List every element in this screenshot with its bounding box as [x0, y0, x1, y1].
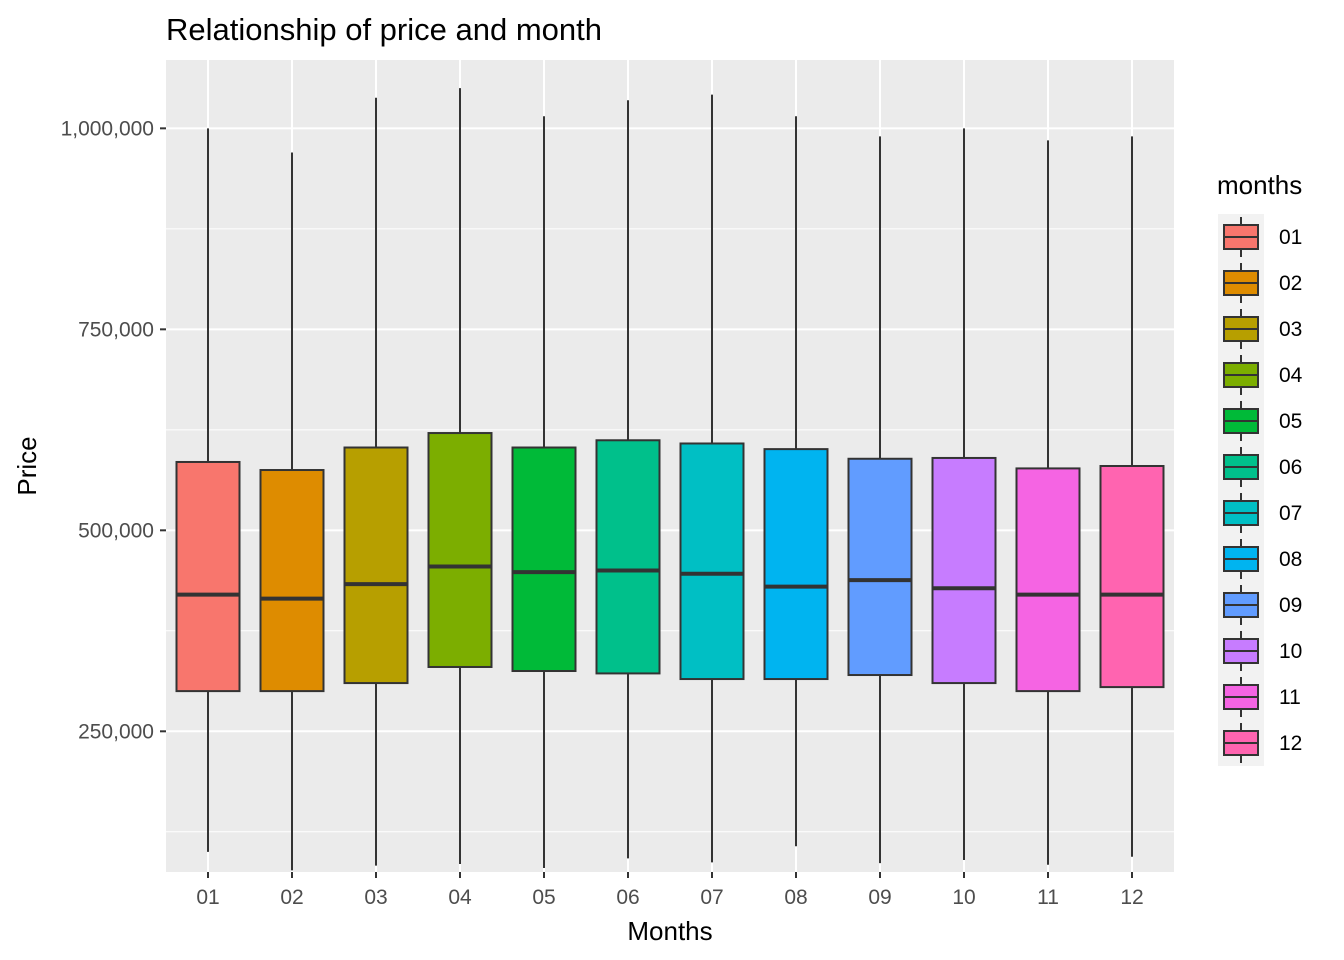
x-tick-label: 01	[196, 886, 219, 909]
legend-key-05: 05	[1218, 398, 1302, 444]
x-tick-label: 10	[952, 886, 975, 909]
x-tick-label: 12	[1120, 886, 1143, 909]
legend-key-03: 03	[1218, 306, 1302, 352]
box-body	[763, 448, 829, 681]
legend-key-06: 06	[1218, 444, 1302, 490]
legend-key-11: 11	[1218, 674, 1301, 720]
legend-label: 10	[1279, 640, 1302, 663]
box-body	[595, 439, 661, 675]
plot-panel	[166, 60, 1174, 872]
legend: months 01 02 03 04 05 06 07 08 09 10 11 12	[1217, 170, 1303, 766]
legend-key-07: 07	[1218, 490, 1302, 536]
box-body	[847, 457, 913, 677]
x-axis: 01 02 03 04 05 06 07 08 09 10 11 12	[196, 872, 1144, 909]
x-axis-title: Months	[627, 916, 712, 946]
box-01	[175, 128, 241, 852]
legend-label: 09	[1279, 594, 1302, 617]
box-11	[1015, 140, 1081, 865]
x-tick-label: 02	[280, 886, 303, 909]
box-series	[175, 88, 1165, 871]
legend-label: 04	[1279, 364, 1303, 387]
x-tick-label: 11	[1037, 886, 1059, 909]
legend-label: 06	[1279, 456, 1302, 479]
y-tick-label: 500,000	[78, 519, 154, 542]
legend-key-12: 12	[1218, 720, 1302, 766]
legend-key-01: 01	[1218, 214, 1302, 260]
legend-label: 03	[1279, 318, 1302, 341]
box-07	[679, 94, 745, 863]
legend-key-02: 02	[1218, 260, 1302, 306]
legend-label: 01	[1279, 226, 1302, 249]
legend-key-09: 09	[1218, 582, 1302, 628]
box-body	[511, 446, 577, 673]
box-05	[511, 116, 577, 868]
minor-gridlines	[166, 228, 1174, 833]
legend-label: 07	[1279, 502, 1302, 525]
legend-key-08: 08	[1218, 536, 1302, 582]
x-tick-label: 09	[868, 886, 891, 909]
y-axis-title: Price	[12, 436, 42, 495]
y-axis: 250,000 500,000 750,000 1,000,000	[61, 117, 166, 743]
legend-key-04: 04	[1218, 352, 1303, 398]
legend-key-10: 10	[1218, 628, 1302, 674]
x-tick-label: 03	[364, 886, 387, 909]
legend-label: 05	[1279, 410, 1302, 433]
y-tick-label: 250,000	[78, 720, 154, 743]
x-tick-label: 07	[700, 886, 723, 909]
box-02	[259, 152, 325, 871]
legend-label: 12	[1279, 732, 1302, 755]
box-body	[931, 456, 997, 685]
box-03	[343, 97, 409, 866]
box-body	[343, 446, 409, 685]
legend-title: months	[1217, 170, 1302, 200]
box-body	[1015, 467, 1081, 693]
x-tick-label: 08	[784, 886, 807, 909]
box-body	[679, 442, 745, 681]
box-09	[847, 136, 913, 864]
legend-label: 08	[1279, 548, 1302, 571]
y-tick-label: 750,000	[78, 318, 154, 341]
x-tick-label: 04	[448, 886, 472, 909]
box-body	[1099, 465, 1165, 689]
box-body	[175, 460, 241, 693]
x-tick-label: 06	[616, 886, 639, 909]
box-body	[427, 432, 493, 668]
x-tick-label: 05	[532, 886, 555, 909]
legend-label: 11	[1279, 686, 1301, 709]
box-08	[763, 116, 829, 847]
box-04	[427, 88, 493, 864]
box-06	[595, 100, 661, 859]
box-12	[1099, 136, 1165, 857]
chart-title: Relationship of price and month	[166, 12, 602, 47]
box-10	[931, 128, 997, 860]
box-body	[259, 469, 325, 693]
legend-label: 02	[1279, 272, 1302, 295]
y-tick-label: 1,000,000	[61, 117, 154, 140]
